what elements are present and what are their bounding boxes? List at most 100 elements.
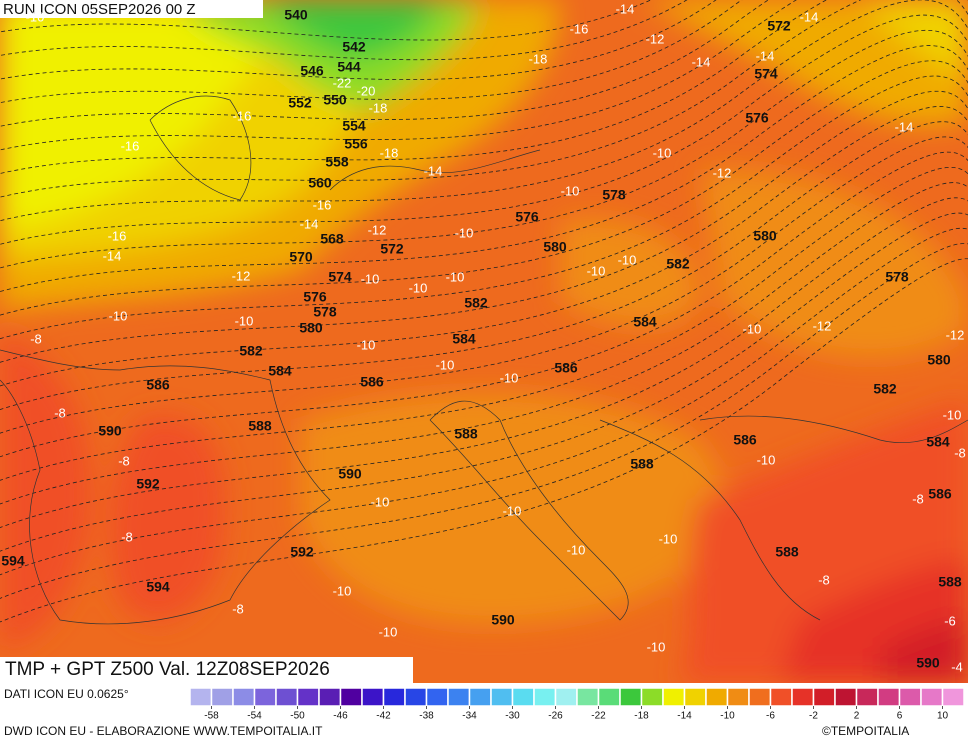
temperature-label: -10 [647, 639, 666, 654]
contour-line [0, 91, 968, 363]
temperature-label: -10 [379, 624, 398, 639]
colorbar-swatch [189, 687, 213, 707]
geopotential-label: 584 [633, 314, 657, 330]
geopotential-label: 580 [543, 239, 567, 255]
geopotential-label: 574 [754, 66, 778, 82]
contour-line [0, 151, 968, 458]
colorbar-swatch [468, 687, 492, 707]
geopotential-label: 588 [938, 574, 962, 590]
colorbar-swatch [941, 687, 965, 707]
temperature-label: -10 [235, 313, 254, 328]
colorbar-swatch [877, 687, 901, 707]
temperature-label: -8 [818, 572, 830, 587]
colorbar-tick-label: -38 [419, 711, 434, 722]
geopotential-label: 576 [515, 209, 539, 225]
temperature-label: -10 [743, 321, 762, 336]
contour-line [0, 0, 688, 61]
colorbar-tick-label: 2 [854, 711, 860, 722]
colorbar-swatch [834, 687, 858, 707]
temperature-label: -14 [800, 9, 819, 24]
geopotential-label: 576 [745, 110, 769, 126]
contour-line [0, 106, 968, 387]
colorbar-swatch [683, 687, 707, 707]
colorbar-swatch [511, 687, 535, 707]
colorbar-swatch [490, 687, 514, 707]
temperature-label: -16 [570, 21, 589, 36]
colorbar-tick-label: -58 [204, 711, 219, 722]
colorbar-swatch [382, 687, 406, 707]
temperature-label: -14 [424, 163, 443, 178]
colorbar-tick-label: -30 [505, 711, 520, 722]
contour-line [0, 212, 968, 552]
contour-line [0, 14, 968, 245]
temperature-label: -14 [756, 48, 775, 63]
contour-line [0, 75, 968, 340]
geopotential-label: 550 [323, 92, 347, 108]
temperature-label: -14 [616, 1, 635, 16]
colorbar-swatch [619, 687, 643, 707]
colorbar-tick-label: -22 [591, 711, 606, 722]
geopotential-label: 578 [885, 269, 909, 285]
geopotential-label: 590 [916, 655, 940, 671]
temperature-label: -6 [944, 613, 956, 628]
temperature-label: -12 [713, 165, 732, 180]
contour-line [0, 182, 968, 505]
temperature-label: -14 [692, 54, 711, 69]
colorbar-tick-label: 10 [937, 711, 949, 722]
temperature-label: -14 [895, 119, 914, 134]
colorbar-swatch [425, 687, 449, 707]
contour-line [0, 29, 968, 269]
run-box [0, 0, 263, 18]
geopotential-label: 542 [342, 39, 366, 55]
temperature-label: -16 [313, 197, 332, 212]
colorbar-swatch [576, 687, 600, 707]
geopotential-label: 560 [308, 175, 332, 191]
temperature-label: -16 [233, 108, 252, 123]
temperature-label: -10 [567, 542, 586, 557]
geopotential-label: 586 [733, 432, 757, 448]
credit: DWD ICON EU - ELABORAZIONE WWW.TEMPOITAL… [4, 724, 323, 738]
geopotential-label: 572 [767, 18, 791, 34]
map-field [0, 0, 968, 683]
geopotential-label: 544 [337, 59, 361, 75]
geopotential-label: 568 [320, 231, 344, 247]
temperature-label: -10 [618, 252, 637, 267]
colorbar-tick-label: -6 [766, 711, 775, 722]
temperature-label: -10 [26, 9, 45, 24]
colorbar-tick-label: -34 [462, 711, 477, 722]
contour-line [0, 0, 968, 198]
colorbar-swatch [748, 687, 772, 707]
temperature-label: -12 [232, 268, 251, 283]
geopotential-label: 540 [284, 7, 308, 23]
colorbar-swatch [318, 687, 342, 707]
colorbar-tick-label: -18 [634, 711, 649, 722]
temperature-label: -20 [357, 83, 376, 98]
temperature-label: -16 [121, 138, 140, 153]
temperature-label: -22 [333, 75, 352, 90]
temperature-label: -10 [587, 263, 606, 278]
coastlines [0, 95, 968, 625]
colorbar-swatch [339, 687, 363, 707]
temperature-label: -8 [30, 331, 42, 346]
colorbar-tick-label: -10 [720, 711, 735, 722]
geopotential-label: 582 [666, 256, 690, 272]
geopotential-label: 580 [299, 320, 323, 336]
geopotential-label: 580 [927, 352, 951, 368]
colorbar-swatch [232, 687, 256, 707]
temperature-label: -10 [943, 407, 962, 422]
geopotential-label: 592 [136, 476, 160, 492]
geopotential-label: 590 [491, 612, 515, 628]
temperature-label: -18 [369, 100, 388, 115]
colorbar-swatch [533, 687, 557, 707]
geopotential-label: 588 [454, 426, 478, 442]
temperature-label: -10 [371, 494, 390, 509]
geopotential-label: 554 [342, 118, 366, 134]
colorbar-tick-label: -42 [376, 711, 391, 722]
geopotential-label: 586 [554, 360, 578, 376]
contour-line [0, 60, 968, 316]
temperature-label: -10 [361, 271, 380, 286]
colorbar-tick-label: -50 [290, 711, 305, 722]
geopotential-label: 586 [928, 486, 952, 502]
colorbar-swatch [554, 687, 578, 707]
